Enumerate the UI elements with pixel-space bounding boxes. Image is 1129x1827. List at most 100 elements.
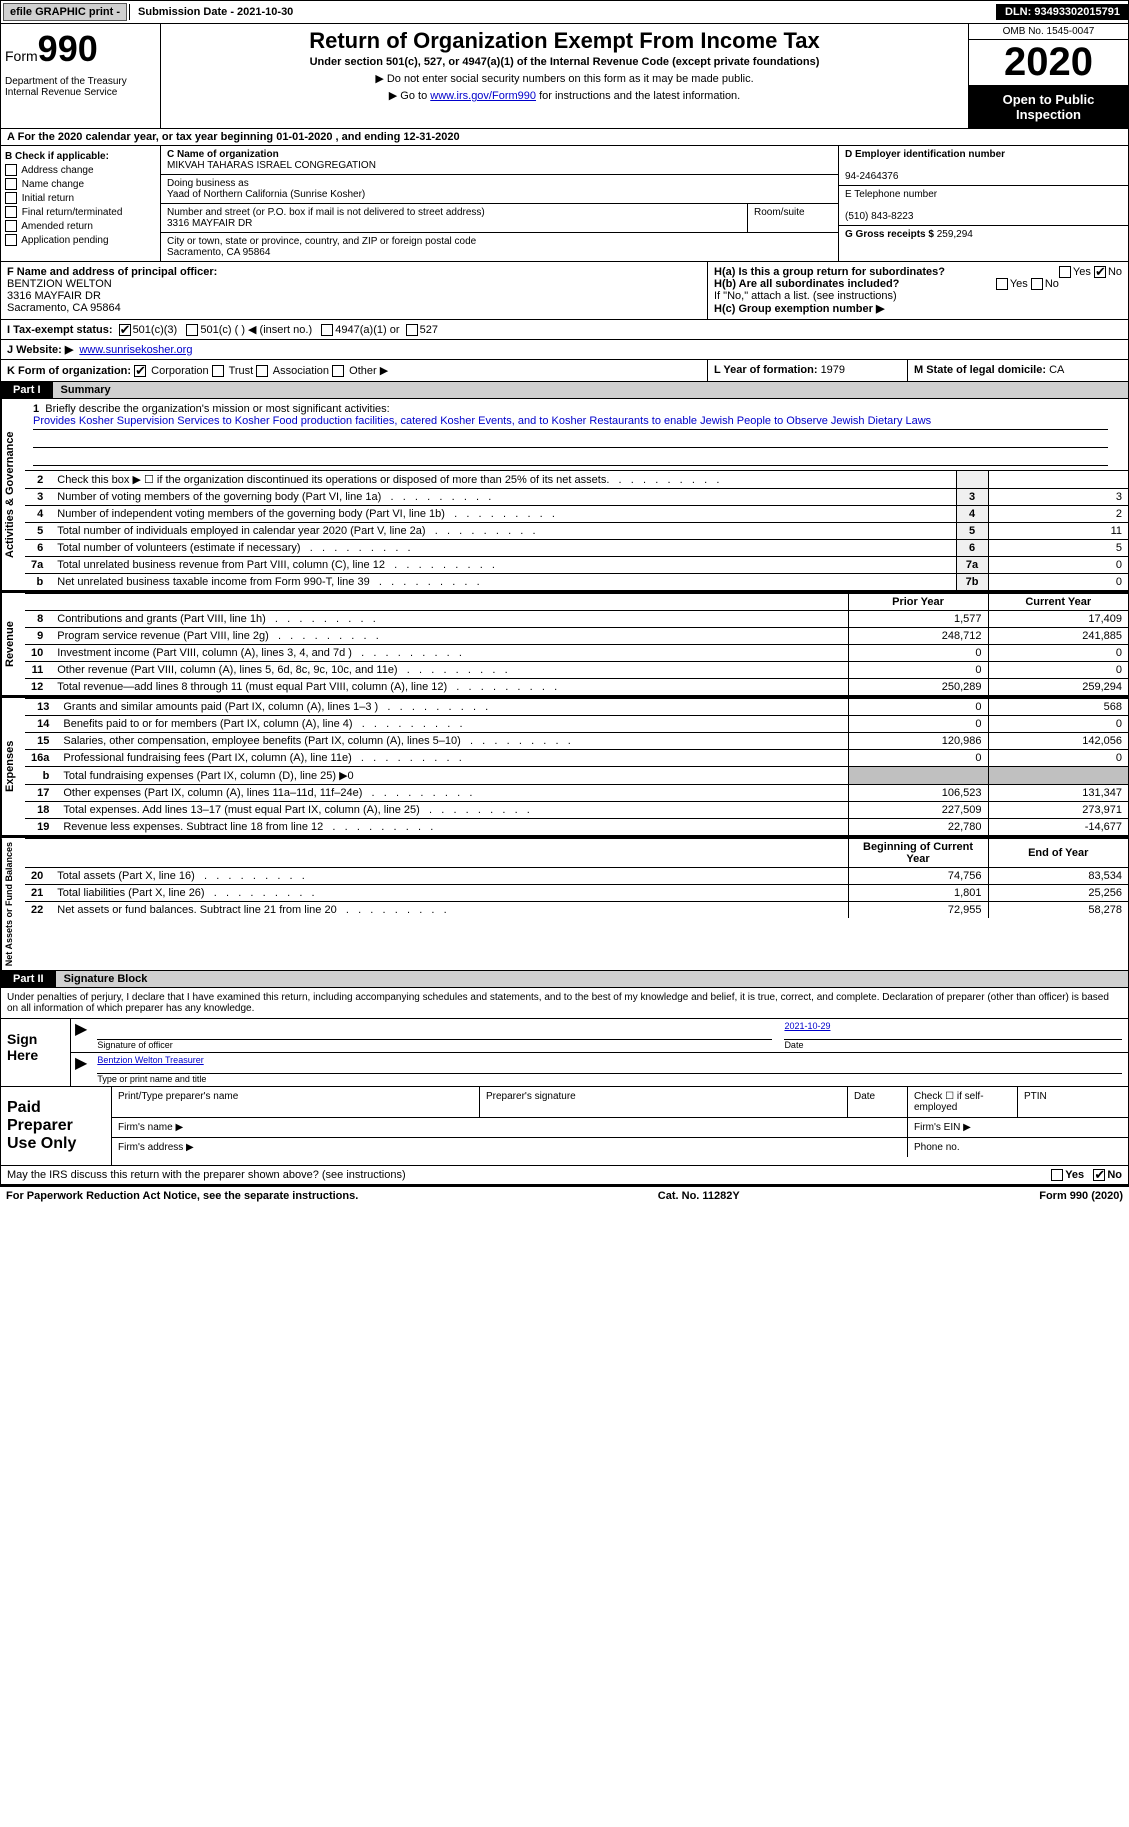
final-return-checkbox[interactable] — [5, 206, 17, 218]
info-grid: B Check if applicable: Address change Na… — [0, 146, 1129, 262]
i-opt: 527 — [420, 324, 438, 336]
part2-tab: Part II — [1, 971, 56, 987]
table-row: 4Number of independent voting members of… — [25, 506, 1128, 523]
note-ssn: ▶ Do not enter social security numbers o… — [165, 72, 964, 85]
name-change-checkbox[interactable] — [5, 178, 17, 190]
527-checkbox[interactable] — [406, 324, 418, 336]
row-klm: K Form of organization: Corporation Trus… — [0, 360, 1129, 382]
b-item: Initial return — [22, 193, 74, 204]
website-link[interactable]: www.sunrisekosher.org — [79, 344, 192, 356]
k-label: K Form of organization: — [7, 365, 131, 377]
note2b: for instructions and the latest informat… — [536, 90, 740, 102]
date-label: Date — [784, 1039, 1122, 1050]
table-row: 9Program service revenue (Part VIII, lin… — [25, 628, 1128, 645]
note-link: ▶ Go to www.irs.gov/Form990 for instruct… — [165, 89, 964, 102]
signer-name[interactable]: Bentzion Welton Treasurer — [97, 1055, 203, 1065]
trust-checkbox[interactable] — [212, 365, 224, 377]
mission: Provides Kosher Supervision Services to … — [33, 415, 1108, 430]
table-row: 22Net assets or fund balances. Subtract … — [25, 902, 1128, 919]
rev-table: Prior YearCurrent Year8Contributions and… — [25, 593, 1128, 695]
dba: Yaad of Northern California (Sunrise Kos… — [167, 189, 365, 200]
501c3-checkbox[interactable] — [119, 324, 131, 336]
officer-name: BENTZION WELTON — [7, 278, 112, 290]
part2-header: Part II Signature Block — [0, 971, 1129, 988]
form-num: 990 — [38, 28, 98, 69]
arrow-icon: ▶ — [71, 1019, 91, 1052]
city-box: City or town, state or province, country… — [161, 233, 838, 261]
b-item: Address change — [21, 165, 93, 176]
b-item: Name change — [22, 179, 84, 190]
period-text: For the 2020 calendar year, or tax year … — [18, 131, 460, 143]
hb-yes-checkbox[interactable] — [996, 278, 1008, 290]
table-row: 8Contributions and grants (Part VIII, li… — [25, 611, 1128, 628]
footer-right: Form 990 (2020) — [1039, 1190, 1123, 1202]
c-label: C Name of organization — [167, 149, 279, 160]
footer: For Paperwork Reduction Act Notice, see … — [0, 1185, 1129, 1205]
dba-box: Doing business as Yaad of Northern Calif… — [161, 175, 838, 204]
form-header: Form990 Department of the Treasury Inter… — [0, 24, 1129, 129]
org-name-box: C Name of organization MIKVAH TAHARAS IS… — [161, 146, 838, 175]
sign-here-label: Sign Here — [1, 1019, 71, 1086]
table-row: 21Total liabilities (Part X, line 26)1,8… — [25, 885, 1128, 902]
dba-label: Doing business as — [167, 178, 249, 189]
app-pending-checkbox[interactable] — [5, 234, 17, 246]
table-row: 14Benefits paid to or for members (Part … — [25, 716, 1128, 733]
discuss-row: May the IRS discuss this return with the… — [0, 1166, 1129, 1185]
i-opt: 501(c)(3) — [133, 324, 178, 336]
ha-no-checkbox[interactable] — [1094, 266, 1106, 278]
self-emp-label: Check ☐ if self-employed — [908, 1087, 1018, 1117]
efile-print-button[interactable]: efile GRAPHIC print - — [3, 3, 127, 21]
submission-date: Submission Date - 2021-10-30 — [129, 4, 301, 20]
exp-table: 13Grants and similar amounts paid (Part … — [25, 698, 1128, 835]
g-label: G Gross receipts $ — [845, 229, 937, 240]
open-to-public: Open to Public Inspection — [969, 86, 1128, 128]
blank-line — [33, 450, 1108, 466]
cat-no: Cat. No. 11282Y — [658, 1190, 740, 1202]
b-item: Application pending — [21, 235, 108, 246]
hb-no-checkbox[interactable] — [1031, 278, 1043, 290]
officer-street: 3316 MAYFAIR DR — [7, 290, 101, 302]
amended-return-checkbox[interactable] — [5, 220, 17, 232]
d-label: D Employer identification number — [845, 149, 1005, 160]
blank-line — [33, 432, 1108, 448]
city: Sacramento, CA 95864 — [167, 247, 270, 258]
hb-label: H(b) Are all subordinates included? — [714, 278, 899, 290]
ein: 94-2464376 — [845, 171, 898, 182]
table-row: 13Grants and similar amounts paid (Part … — [25, 699, 1128, 716]
assoc-checkbox[interactable] — [256, 365, 268, 377]
rev-vlabel: Revenue — [1, 593, 25, 695]
room-label: Room/suite — [748, 204, 838, 232]
addr-change-checkbox[interactable] — [5, 164, 17, 176]
name-label: Type or print name and title — [97, 1073, 1122, 1084]
k-opt: Association — [273, 365, 329, 377]
4947-checkbox[interactable] — [321, 324, 333, 336]
ha-label: H(a) Is this a group return for subordin… — [714, 266, 945, 278]
discuss-no-checkbox[interactable] — [1093, 1169, 1105, 1181]
i-opt: 501(c) ( ) ◀ (insert no.) — [200, 323, 312, 336]
f-label: F Name and address of principal officer: — [7, 266, 217, 278]
table-row: 19Revenue less expenses. Subtract line 1… — [25, 819, 1128, 836]
form-number: Form990 — [5, 28, 156, 70]
part1-tab: Part I — [1, 382, 53, 398]
irs-link[interactable]: www.irs.gov/Form990 — [430, 90, 536, 102]
table-row: bNet unrelated business taxable income f… — [25, 574, 1128, 591]
corp-checkbox[interactable] — [134, 365, 146, 377]
sign-date[interactable]: 2021-10-29 — [784, 1021, 830, 1031]
501c-checkbox[interactable] — [186, 324, 198, 336]
phone: (510) 843-8223 — [845, 211, 913, 222]
sig-label: Signature of officer — [97, 1039, 772, 1050]
k-opt: Trust — [229, 365, 254, 377]
sign-table: Sign Here ▶ Signature of officer 2021-10… — [0, 1019, 1129, 1087]
table-row: 3Number of voting members of the governi… — [25, 489, 1128, 506]
gov-table: 2Check this box ▶ ☐ if the organization … — [25, 470, 1128, 590]
ha-yes-checkbox[interactable] — [1059, 266, 1071, 278]
initial-return-checkbox[interactable] — [5, 192, 17, 204]
j-label: J Website: ▶ — [7, 343, 73, 356]
street-row: Number and street (or P.O. box if mail i… — [161, 204, 838, 233]
q1-text: Briefly describe the organization's miss… — [45, 403, 389, 415]
h-note: If "No," attach a list. (see instruction… — [714, 290, 897, 302]
rev-section: Revenue Prior YearCurrent Year8Contribut… — [0, 591, 1129, 696]
discuss-yes-checkbox[interactable] — [1051, 1169, 1063, 1181]
table-row: 6Total number of volunteers (estimate if… — [25, 540, 1128, 557]
other-checkbox[interactable] — [332, 365, 344, 377]
